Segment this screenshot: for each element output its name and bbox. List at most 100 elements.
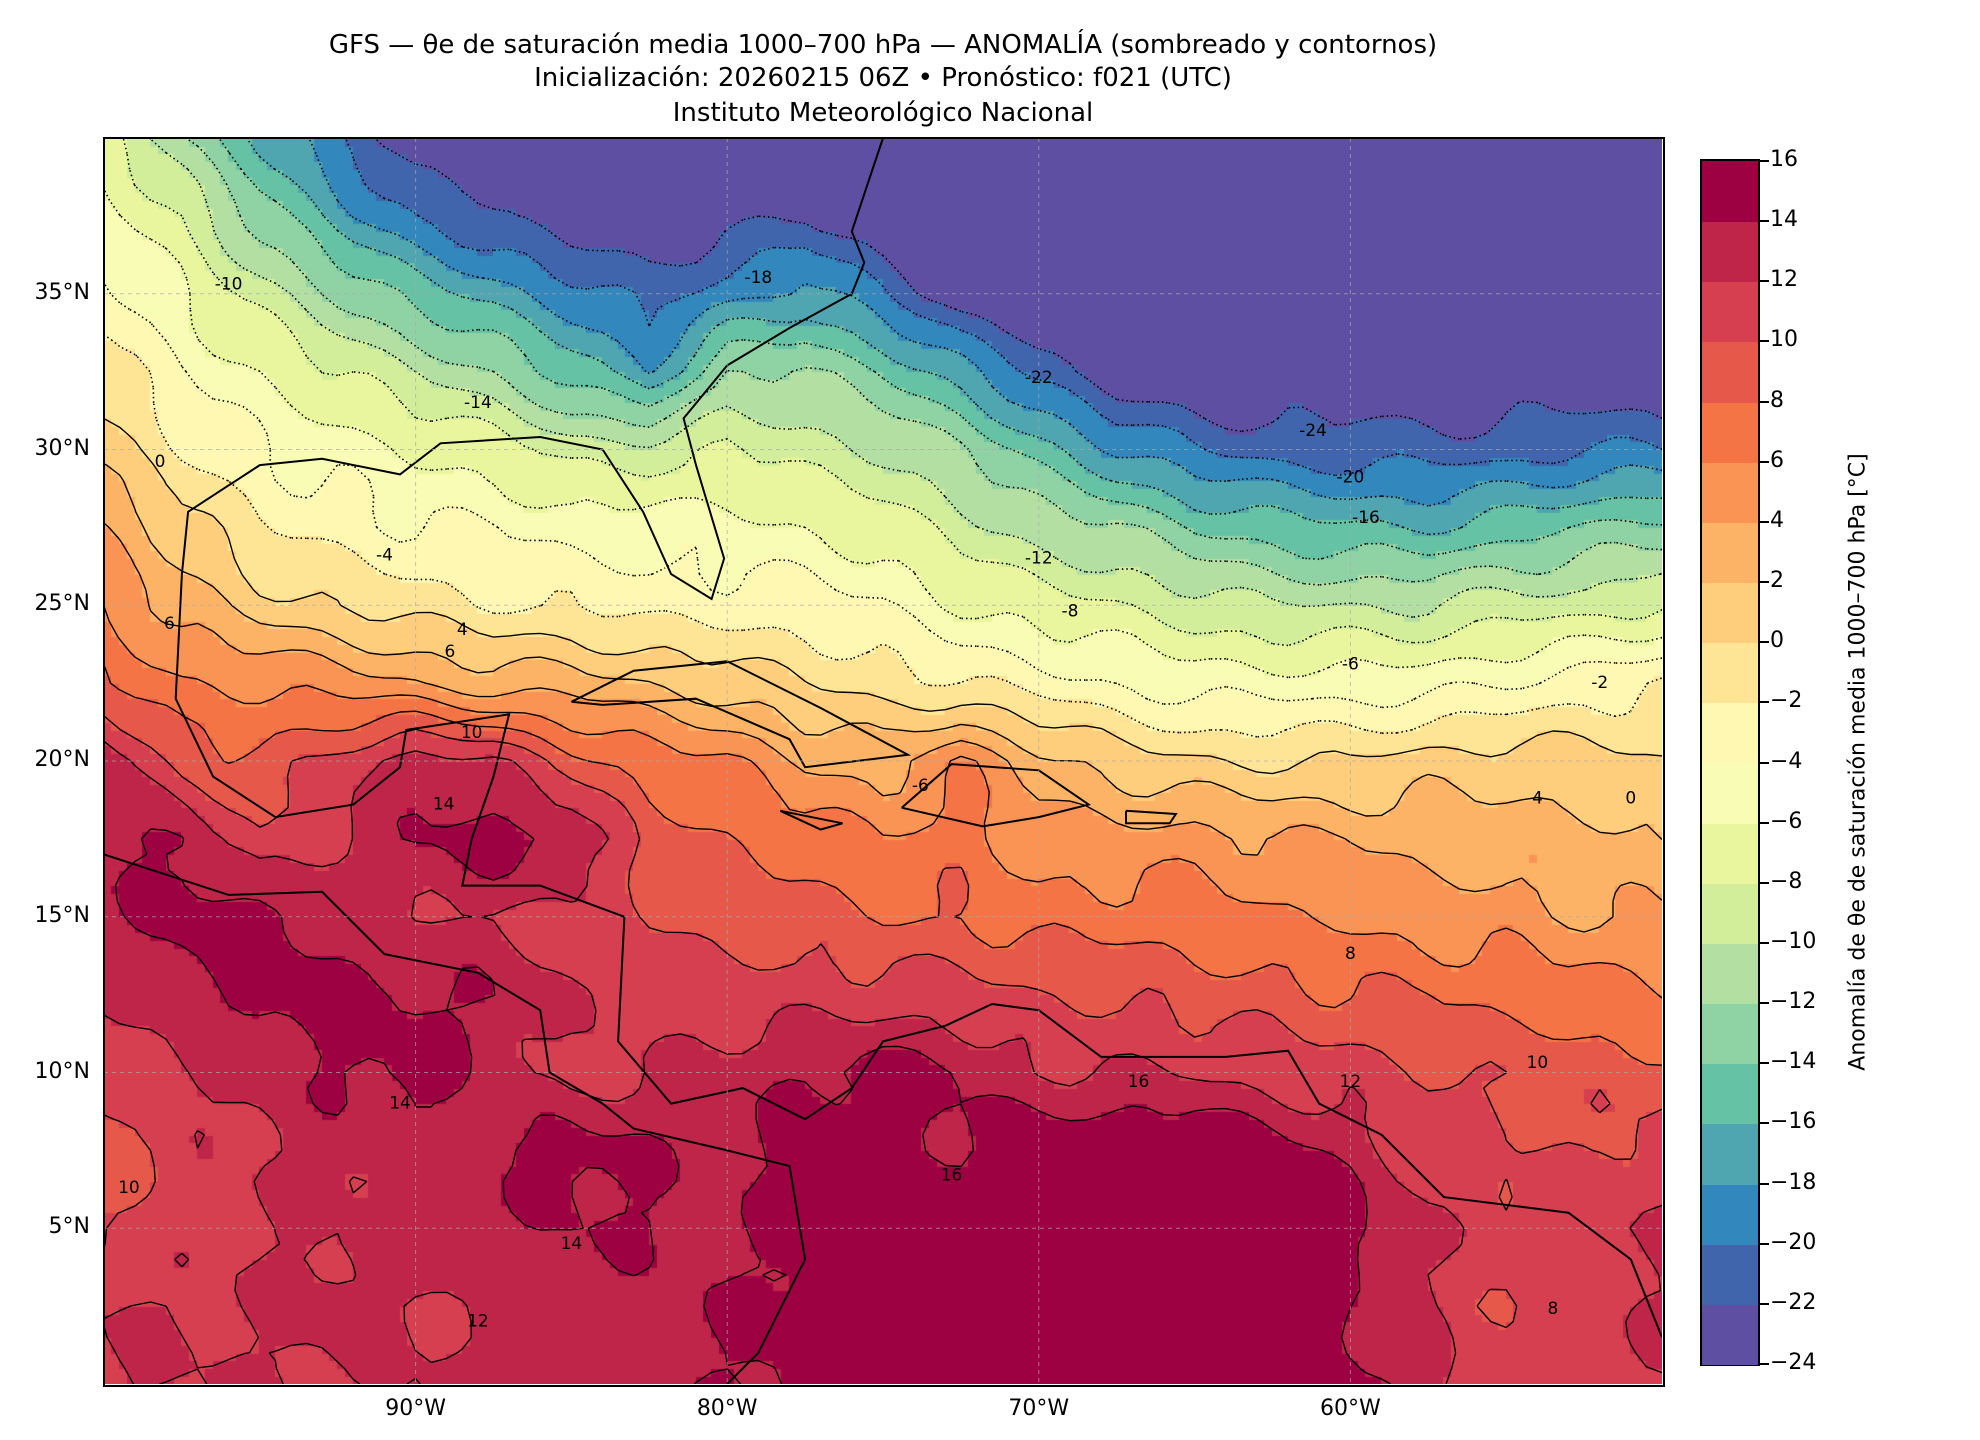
contour-label: -2 — [1591, 673, 1608, 693]
contour-label: -14 — [464, 393, 492, 413]
coastline — [180, 138, 884, 601]
colorbar-segment — [1702, 1063, 1758, 1125]
contour-label: 16 — [941, 1165, 963, 1185]
contour-line--12 — [185, 138, 1662, 586]
coastline — [901, 763, 1092, 828]
colorbar-segment — [1702, 401, 1758, 463]
colorbar-segment — [1702, 822, 1758, 884]
y-tick-label: 15°N — [34, 902, 90, 928]
coastline — [779, 809, 843, 831]
contour-line-0 — [104, 417, 1662, 775]
contour-label: -10 — [215, 274, 243, 294]
x-tick-label: 60°W — [1320, 1396, 1381, 1421]
colorbar-tick — [1760, 1302, 1769, 1305]
colorbar-segment — [1702, 1183, 1758, 1245]
colorbar-tick-label: 16 — [1770, 147, 1798, 172]
colorbar-tick — [1760, 160, 1769, 162]
contour-line--16 — [246, 138, 1662, 536]
colorbar-tick — [1760, 1002, 1769, 1005]
colorbar-tick — [1760, 1182, 1769, 1185]
colorbar-tick — [1760, 340, 1769, 343]
contour-label: -4 — [376, 545, 393, 565]
y-tick-label: 20°N — [34, 747, 90, 772]
chart-title: GFS — θe de saturación media 1000–700 hP… — [328, 30, 1438, 60]
colorbar-segment — [1702, 882, 1758, 944]
colorbar-segment — [1702, 281, 1758, 343]
colorbar-segment — [1702, 582, 1758, 644]
colorbar-tick-label: 4 — [1770, 507, 1784, 533]
colorbar-tick-label: −8 — [1770, 868, 1803, 894]
x-tick-label: 80°W — [696, 1396, 758, 1421]
colorbar-tick-label: −18 — [1770, 1169, 1817, 1195]
colorbar-tick-label: −4 — [1770, 748, 1803, 774]
colorbar-tick-label: −24 — [1770, 1350, 1817, 1375]
colorbar-tick — [1760, 941, 1769, 944]
colorbar-segment — [1702, 702, 1758, 764]
chart-subtitle-institution: Instituto Meteorológico Nacional — [672, 98, 1094, 128]
colorbar-tick — [1760, 1242, 1769, 1245]
contour-label: 6 — [164, 614, 175, 634]
colorbar-tick-label: −22 — [1770, 1289, 1817, 1315]
contour-line--8 — [122, 138, 1662, 647]
colorbar — [1700, 159, 1760, 1366]
colorbar-tick — [1760, 581, 1769, 584]
colorbar-tick — [1760, 701, 1769, 704]
colorbar-tick-label: 14 — [1770, 207, 1798, 233]
colorbar-tick-label: −2 — [1770, 688, 1803, 714]
colorbar-tick-label: 10 — [1770, 327, 1798, 353]
contour-label: 0 — [155, 452, 166, 472]
y-tick-label: 30°N — [34, 435, 90, 461]
colorbar-tick — [1760, 1363, 1769, 1365]
contour-label: -6 — [912, 776, 929, 796]
colorbar-tick — [1760, 220, 1769, 223]
y-tick-label: 10°N — [34, 1058, 90, 1084]
colorbar-tick — [1760, 520, 1769, 523]
colorbar-segment — [1702, 1003, 1758, 1065]
colorbar-tick-label: 0 — [1770, 628, 1784, 654]
contour-label: 0 — [1625, 788, 1636, 808]
colorbar-tick-label: 12 — [1770, 267, 1798, 293]
contour-line-4 — [104, 522, 1662, 933]
colorbar-tick-label: 8 — [1770, 387, 1784, 413]
map-overlay: -10-14-18-22-24-20-16-12-8-6-2-4-6046610… — [104, 138, 1662, 1384]
colorbar-tick — [1760, 1062, 1769, 1065]
contour-label: 10 — [461, 723, 483, 743]
contour-label: 4 — [1532, 788, 1543, 808]
coastline — [570, 660, 912, 769]
contour-label: 8 — [1548, 1299, 1559, 1319]
y-tick-label: 5°N — [48, 1214, 90, 1240]
contour-label: 10 — [118, 1178, 140, 1198]
colorbar-tick-label: 6 — [1770, 447, 1784, 473]
contour-line--18 — [308, 138, 1662, 507]
contour-label: -8 — [1061, 601, 1078, 621]
colorbar-tick-label: −20 — [1770, 1229, 1817, 1255]
colorbar-tick — [1760, 641, 1769, 644]
contour-label: 14 — [561, 1234, 583, 1254]
contour-line-2 — [104, 463, 1662, 840]
colorbar-segment — [1702, 1243, 1758, 1305]
contour-label: 4 — [457, 620, 468, 640]
contour-label: -12 — [1025, 549, 1053, 569]
y-tick-label: 25°N — [34, 591, 90, 617]
contour-line--2 — [104, 334, 1662, 738]
colorbar-tick — [1760, 400, 1769, 403]
map-plot-area: -10 -14 -18 -22 -24 -20 -16 -12 -8 -6 -2 -4 -6 0 4 6 6 10… — [104, 138, 1662, 1384]
colorbar-tick-label: −16 — [1770, 1109, 1817, 1135]
colorbar-tick — [1760, 881, 1769, 884]
contour-label: -6 — [1342, 654, 1359, 674]
contour-label: 10 — [1527, 1053, 1549, 1073]
contour-line-10 — [104, 715, 1662, 1329]
colorbar-tick-label: 2 — [1770, 568, 1784, 594]
contour-label: 14 — [389, 1094, 411, 1114]
contour-label: 12 — [467, 1312, 489, 1332]
colorbar-tick-label: −6 — [1770, 808, 1803, 834]
colorbar-tick — [1760, 460, 1769, 463]
chart-subtitle-run: Inicialización: 20260215 06Z • Pronóstic… — [534, 63, 1232, 93]
contour-label: 12 — [1340, 1072, 1362, 1092]
colorbar-tick — [1760, 821, 1769, 824]
contour-line-14 — [104, 774, 1392, 1384]
colorbar-segment — [1702, 521, 1758, 584]
coastline — [1125, 809, 1178, 825]
contour-label: 16 — [1128, 1072, 1150, 1092]
colorbar-tick — [1760, 1122, 1769, 1125]
